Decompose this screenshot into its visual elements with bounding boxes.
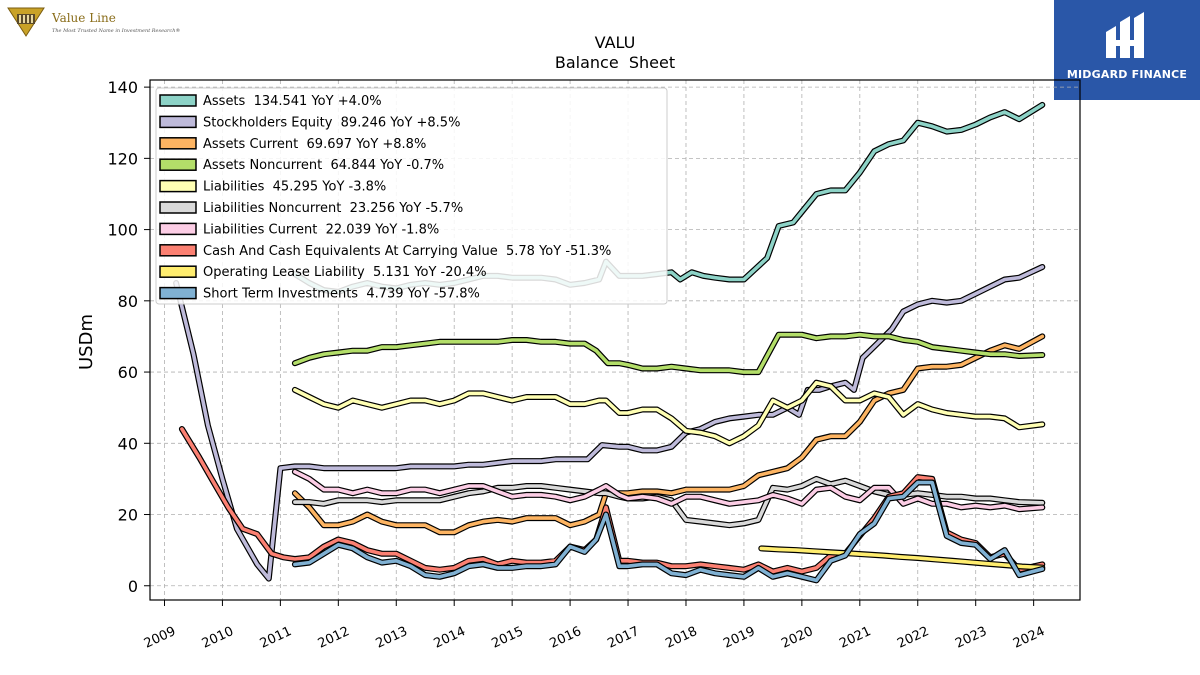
x-tick-label: 2012	[316, 624, 352, 652]
legend-swatch	[159, 94, 197, 107]
series-assets-noncurrent	[291, 331, 1046, 376]
series-line	[293, 334, 1045, 535]
series-line	[293, 470, 1045, 511]
legend-swatch	[159, 179, 197, 193]
x-axis-ticks: 2009 2010 2011 2012 2013 2014 2015 2016 2017 2018…	[142, 600, 1047, 652]
series-line	[293, 380, 1045, 446]
legend-entry: Cash And Cash Equivalents At Carrying Va…	[159, 244, 611, 259]
x-tick-label: 2009	[142, 624, 178, 652]
legend-swatch	[159, 265, 197, 278]
legend-swatch	[159, 201, 197, 214]
series-line	[293, 480, 1045, 583]
legend-swatch	[159, 222, 197, 236]
series-assets-current	[291, 333, 1046, 536]
legend-entry: Liabilities 45.295 YoY -3.8%	[159, 179, 386, 195]
value-line-tagline: The Most Trusted Name in Investment Rese…	[52, 28, 181, 34]
x-tick-label: 2022	[895, 624, 931, 652]
legend-swatch	[159, 158, 197, 171]
plot-frame	[149, 79, 1081, 601]
value-line-logo: Value Line The Most Trusted Name in Inve…	[4, 4, 180, 40]
series-liabilities	[291, 379, 1046, 447]
legend-label: Operating Lease Liability 5.131 YoY -20.…	[203, 265, 487, 280]
legend-entry: Assets 134.541 YoY +4.0%	[159, 94, 382, 109]
legend-label: Short Term Investments 4.739 YoY -57.8%	[203, 287, 480, 302]
legend-swatch	[159, 115, 197, 129]
legend-entry: Assets Current 69.697 YoY +8.8%	[159, 137, 426, 152]
legend-label: Stockholders Equity 89.246 YoY +8.5%	[203, 115, 460, 130]
x-tick-label: 2011	[258, 624, 294, 652]
legend-label: Liabilities 45.295 YoY -3.8%	[203, 180, 386, 195]
x-tick-label: 2018	[663, 624, 699, 652]
y-axis-ticks: 0 20 40 60 80 100 120 140	[107, 78, 150, 596]
legend-entry: Short Term Investments 4.739 YoY -57.8%	[159, 286, 480, 302]
legend-swatch	[159, 137, 197, 150]
series-liabilities-current	[291, 468, 1046, 513]
legend-box	[155, 87, 668, 305]
legend-swatch	[159, 244, 197, 257]
x-tick-label: 2019	[721, 624, 757, 652]
value-line-name: Value Line	[52, 11, 116, 25]
y-axis-label: USDm	[76, 314, 97, 370]
series-lines	[173, 101, 1046, 584]
legend-label: Assets Current 69.697 YoY +8.8%	[203, 137, 426, 152]
midgard-finance-logo: MIDGARD FINANCE	[1054, 0, 1200, 100]
chart-subtitle: Balance Sheet	[555, 53, 675, 72]
x-tick-label: 2017	[605, 624, 641, 652]
series-line	[759, 546, 1045, 570]
series-line	[174, 265, 1045, 581]
series-line-outline	[291, 379, 1046, 447]
midgard-finance-name: MIDGARD FINANCE	[1066, 68, 1188, 81]
y-tick-label: 100	[107, 221, 138, 240]
midgard-emblem-icon	[1106, 12, 1144, 58]
legend-entry: Assets Noncurrent 64.844 YoY -0.7%	[159, 158, 444, 173]
legend-entry: Liabilities Noncurrent 23.256 YoY -5.7%	[159, 201, 463, 216]
legend-entry: Operating Lease Liability 5.131 YoY -20.…	[159, 265, 487, 280]
x-tick-label: 2016	[547, 624, 583, 652]
chart-title: VALU	[595, 33, 636, 52]
y-tick-label: 0	[128, 577, 138, 596]
x-tick-label: 2023	[953, 624, 989, 652]
x-tick-label: 2010	[200, 624, 236, 652]
y-tick-label: 80	[118, 292, 138, 311]
legend-label: Assets 134.541 YoY +4.0%	[203, 94, 382, 109]
series-stockholders-equity	[173, 264, 1046, 582]
x-tick-label: 2014	[432, 624, 468, 652]
legend-label: Assets Noncurrent 64.844 YoY -0.7%	[203, 158, 444, 173]
y-tick-label: 40	[118, 434, 138, 453]
value-line-emblem-icon	[7, 7, 45, 37]
legend-label: Liabilities Noncurrent 23.256 YoY -5.7%	[203, 201, 463, 216]
y-tick-label: 60	[118, 363, 138, 382]
series-line	[293, 332, 1045, 374]
y-tick-label: 120	[107, 149, 138, 168]
legend-swatch	[159, 286, 197, 300]
legend-entry: Stockholders Equity 89.246 YoY +8.5%	[159, 115, 460, 130]
y-tick-label: 140	[107, 78, 138, 97]
series-short-term-investments	[291, 479, 1046, 584]
legend-label: Cash And Cash Equivalents At Carrying Va…	[203, 244, 611, 259]
series-operating-lease-liability	[758, 545, 1046, 571]
legend-entry: Liabilities Current 22.039 YoY -1.8%	[159, 222, 439, 237]
x-tick-label: 2015	[490, 624, 526, 652]
legend-label: Liabilities Current 22.039 YoY -1.8%	[203, 222, 439, 237]
x-tick-label: 2024	[1011, 624, 1047, 652]
x-tick-label: 2013	[374, 624, 410, 652]
x-tick-label: 2021	[837, 624, 873, 652]
x-tick-label: 2020	[779, 624, 815, 652]
y-tick-label: 20	[118, 506, 138, 525]
legend: Assets 134.541 YoY +4.0% Stockholders Equ…	[155, 87, 668, 305]
